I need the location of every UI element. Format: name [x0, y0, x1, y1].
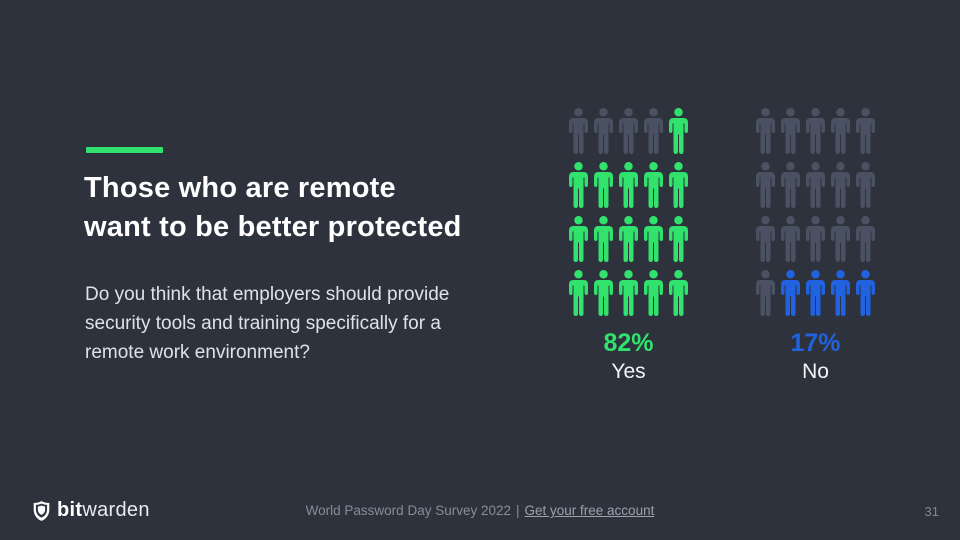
shield-icon: [33, 500, 50, 521]
page-number: 31: [924, 504, 939, 519]
person-icon: [669, 108, 688, 154]
value-yes: 82%: [603, 329, 654, 357]
person-icon: [781, 216, 800, 262]
free-account-link[interactable]: Get your free account: [524, 503, 655, 518]
person-icon: [569, 162, 588, 208]
slide-title: Those who are remote want to be better p…: [84, 169, 524, 247]
person-icon: [856, 162, 875, 208]
survey-credit-text: World Password Day Survey 2022: [305, 503, 511, 518]
person-icon: [669, 270, 688, 316]
value-no: 17%: [790, 329, 841, 357]
person-icon: [644, 162, 663, 208]
brand-warden: warden: [82, 499, 150, 521]
person-icon: [831, 216, 850, 262]
person-icon: [644, 216, 663, 262]
person-icon: [781, 108, 800, 154]
person-icon: [619, 270, 638, 316]
person-icon: [619, 162, 638, 208]
person-icon: [619, 216, 638, 262]
person-icon: [856, 108, 875, 154]
person-icon: [756, 108, 775, 154]
accent-line: [86, 147, 163, 153]
person-icon: [619, 108, 638, 154]
brand-wordmark: bitwarden: [57, 499, 150, 522]
answer-label-no: No: [802, 360, 829, 383]
person-icon: [831, 162, 850, 208]
footer-separator: |: [516, 503, 520, 518]
bitwarden-logo: bitwarden: [33, 499, 150, 522]
person-icon: [806, 162, 825, 208]
person-icon: [831, 270, 850, 316]
person-icon: [756, 162, 775, 208]
brand-bit: bit: [57, 499, 83, 521]
person-icon: [806, 216, 825, 262]
person-icon: [569, 216, 588, 262]
survey-question: Do you think that employers should provi…: [85, 284, 450, 363]
person-icon: [831, 108, 850, 154]
title-line-2: want to be better protected: [84, 211, 462, 243]
person-icon: [594, 270, 613, 316]
pictograph-yes: [566, 108, 691, 324]
person-icon: [594, 216, 613, 262]
person-icon: [569, 270, 588, 316]
pictograph-no: [753, 108, 878, 324]
person-icon: [669, 162, 688, 208]
title-line-1: Those who are remote: [84, 172, 396, 204]
person-icon: [644, 270, 663, 316]
person-icon: [781, 270, 800, 316]
person-icon: [594, 162, 613, 208]
person-icon: [756, 216, 775, 262]
person-icon: [856, 216, 875, 262]
person-icon: [781, 162, 800, 208]
person-icon: [806, 270, 825, 316]
person-icon: [856, 270, 875, 316]
person-icon: [569, 108, 588, 154]
person-icon: [806, 108, 825, 154]
person-icon: [756, 270, 775, 316]
person-icon: [594, 108, 613, 154]
footer-caption: World Password Day Survey 2022 | Get your …: [0, 503, 960, 518]
person-icon: [669, 216, 688, 262]
person-icon: [644, 108, 663, 154]
answer-label-yes: Yes: [611, 360, 646, 383]
